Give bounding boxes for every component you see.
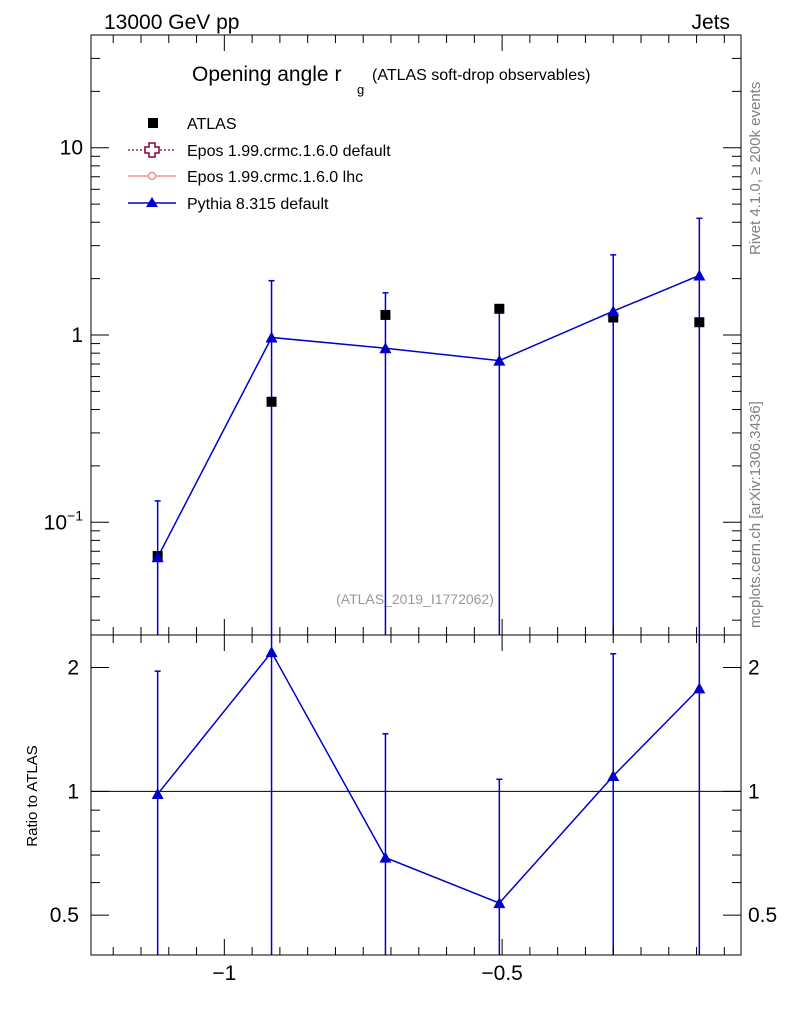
main-y-tick-label: 1: [71, 324, 83, 347]
atlas-point: [380, 309, 391, 320]
pythia-point: [265, 331, 278, 343]
ratio-panel: [91, 635, 741, 955]
chart-title-note: (ATLAS soft-drop observables): [372, 67, 590, 84]
ratio-ylabel: Ratio to ATLAS: [24, 745, 41, 846]
atlas-point: [694, 317, 705, 328]
ratio-frame: [90, 634, 742, 956]
ratio-line: [157, 650, 700, 904]
legend-label-pythia: Pythia 8.315 default: [187, 196, 329, 213]
x-tick-label: −0.5: [481, 962, 522, 985]
rivet-label: Rivet 4.1.0, ≥ 200k events: [747, 82, 764, 255]
ratio-point: [265, 646, 278, 658]
analysis-label: (ATLAS_2019_I1772062): [336, 591, 494, 607]
ratio-y-tick-label: 2: [67, 657, 79, 680]
atlas-point: [266, 396, 277, 407]
legend-marker-epos-lhc: [147, 171, 157, 181]
ratio-point: [379, 851, 392, 863]
source-label: mcplots.cern.ch [arXiv:1306.3436]: [747, 401, 764, 628]
ratio-point: [607, 769, 620, 781]
chart-title-subscript: g: [357, 82, 364, 97]
legend: ATLAS Epos 1.99.crmc.1.6.0 default Epos …: [128, 116, 391, 213]
legend-marker-pythia: [146, 197, 158, 207]
pythia-point: [607, 305, 620, 317]
ratio-y-tick-label-right: 2: [748, 657, 760, 680]
main-y-tick-label: 10−1: [44, 507, 84, 534]
energy-label: 13000 GeV pp: [104, 11, 239, 34]
legend-marker-atlas: [148, 118, 158, 128]
main-y-tick-label: 10: [60, 137, 83, 160]
main-panel: [151, 217, 706, 635]
ratio-y-tick-label-right: 1: [748, 780, 760, 803]
x-tick-label: −1: [212, 962, 236, 985]
chart-title: Opening angle r: [192, 63, 341, 86]
legend-marker-epos-default: [144, 142, 160, 158]
legend-label-epos-lhc: Epos 1.99.crmc.1.6.0 lhc: [187, 169, 363, 186]
atlas-point: [494, 303, 505, 314]
ratio-point: [693, 682, 706, 694]
ratio-y-tick-label: 1: [67, 780, 79, 803]
category-label: Jets: [691, 11, 730, 34]
ratio-point: [151, 788, 164, 800]
pythia-line: [157, 274, 700, 558]
pythia-point: [151, 551, 164, 563]
ratio-y-tick-label-right: 0.5: [748, 904, 777, 927]
axes: −1 −0.5 10−1 1 10 0.5 0.5 1 1 2 2: [44, 34, 777, 985]
pythia-point: [493, 354, 506, 366]
pythia-point: [379, 342, 392, 354]
atlas-point: [608, 312, 619, 323]
ratio-point: [493, 897, 506, 909]
pythia-point: [693, 269, 706, 281]
legend-label-atlas: ATLAS: [187, 116, 237, 133]
main-y-tick-exponent: −1: [67, 507, 83, 523]
legend-label-epos-default: Epos 1.99.crmc.1.6.0 default: [187, 143, 391, 160]
ratio-y-tick-label: 0.5: [50, 904, 79, 927]
